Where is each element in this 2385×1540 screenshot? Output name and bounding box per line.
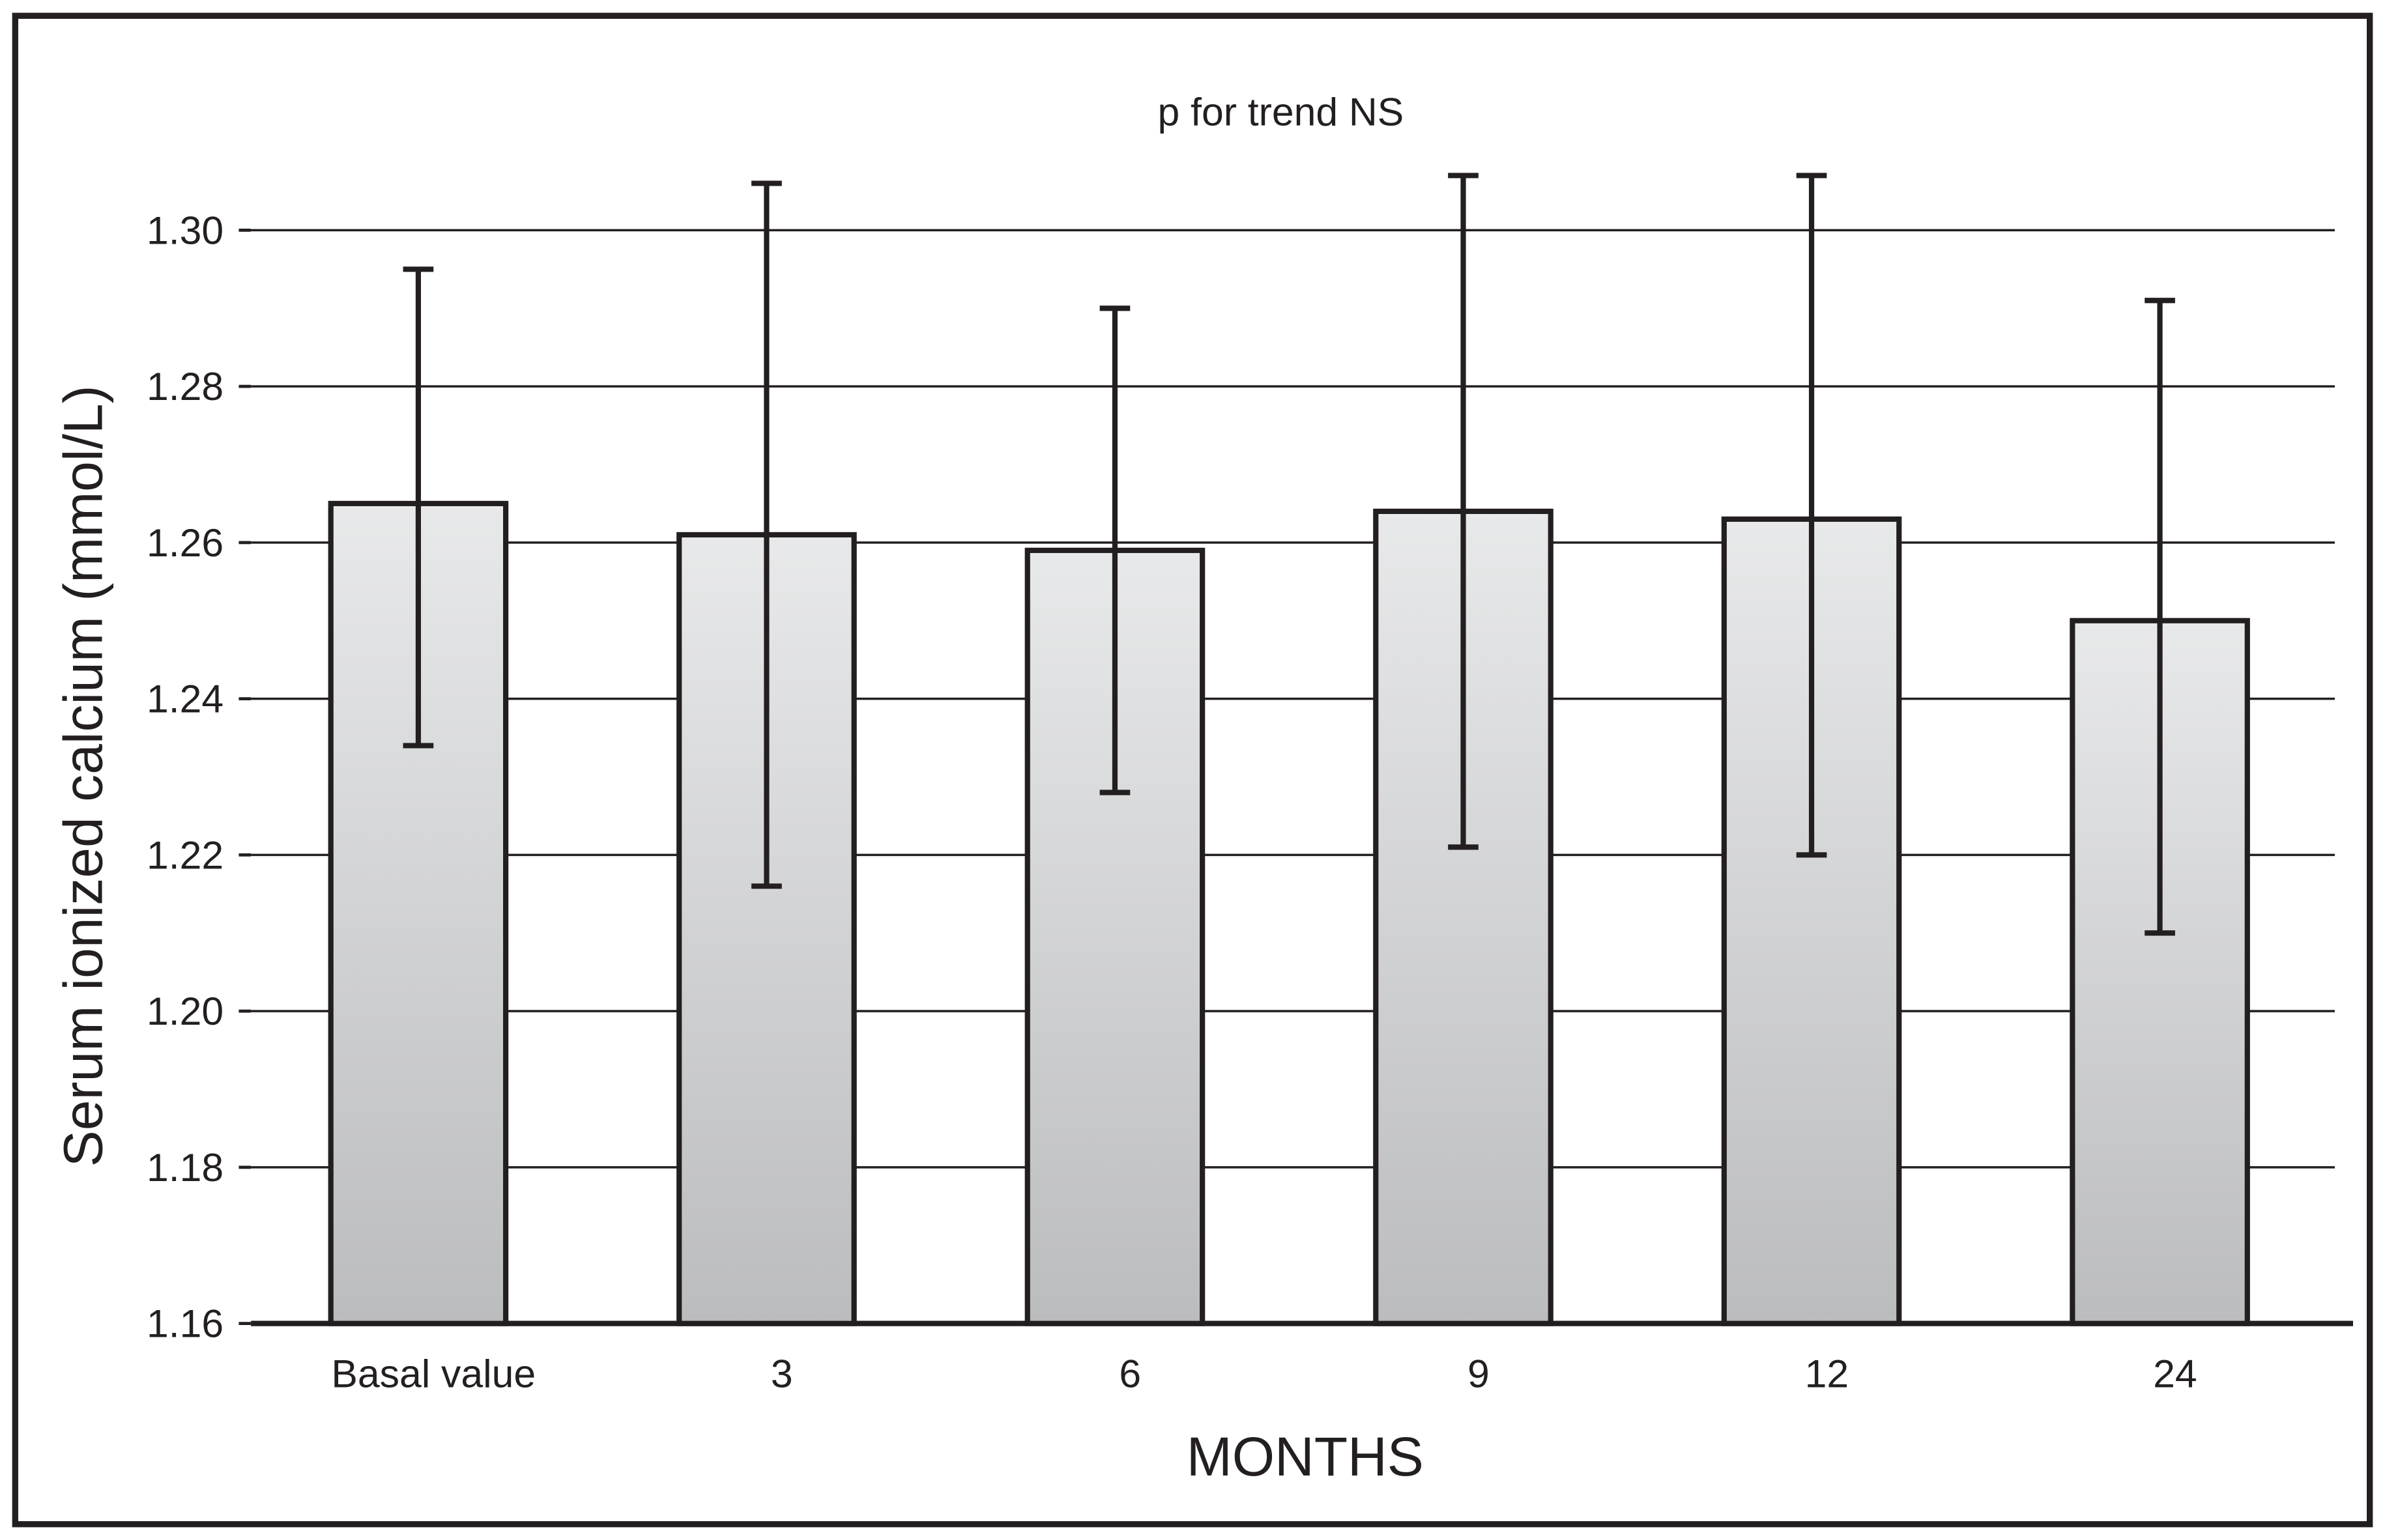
y-tick-label: 1.24: [147, 677, 224, 721]
x-tick-label: 9: [1467, 1352, 1490, 1396]
bars: [328, 500, 2250, 1326]
y-tick-label: 1.26: [147, 520, 224, 565]
chart-title: p for trend NS: [1158, 89, 1404, 134]
y-tick-label: 1.30: [147, 208, 224, 252]
x-tick-labels: Basal value 3 6 9 12 24: [331, 1352, 2197, 1396]
x-tick-label: 24: [2153, 1352, 2197, 1396]
y-tick-label: 1.28: [147, 364, 224, 408]
y-tick-labels: 1.16 1.18 1.20 1.22 1.24 1.26 1.28 1.30: [147, 208, 224, 1345]
y-tick-label: 1.18: [147, 1145, 224, 1190]
y-tick-label: 1.20: [147, 989, 224, 1033]
error-bars: [403, 173, 2175, 936]
y-tick-label: 1.16: [147, 1302, 224, 1346]
x-tick-label: 6: [1119, 1352, 1141, 1396]
x-tick-label: 12: [1805, 1352, 1849, 1396]
y-tick-label: 1.22: [147, 833, 224, 877]
x-axis-label: MONTHS: [1187, 1426, 1424, 1487]
y-axis-label: Serum ionized calcium (mmol/L): [52, 385, 113, 1167]
gridlines: [238, 229, 2353, 1326]
x-tick-label: 3: [771, 1352, 793, 1396]
x-tick-label: Basal value: [331, 1352, 536, 1396]
